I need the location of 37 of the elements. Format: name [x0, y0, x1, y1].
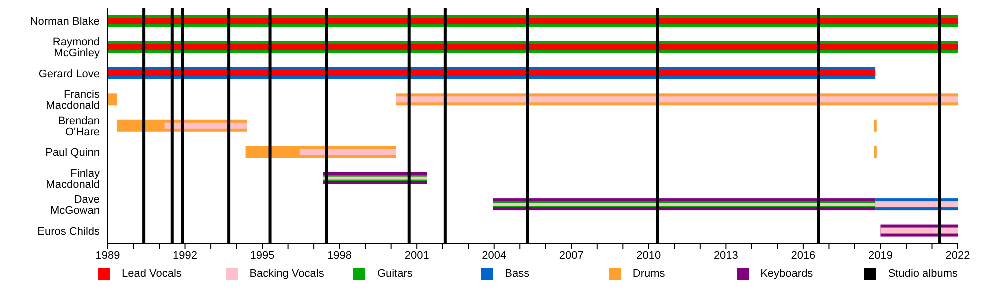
x-tick-label: 1992 [173, 250, 198, 262]
x-tick-label: 2016 [791, 250, 816, 262]
x-tick-label: 1995 [250, 250, 275, 262]
y-tick-label: Raymond McGinley [52, 36, 100, 60]
x-tick-label: 2013 [714, 250, 738, 262]
x-tick-label: 2010 [636, 250, 662, 262]
bar [874, 120, 877, 132]
x-tick-label: 1998 [328, 250, 352, 262]
y-tick-label: Paul Quinn [46, 147, 100, 160]
bar [396, 96, 958, 103]
y-tick-label: Brendan O'Hare [58, 115, 100, 138]
legend-label: Keyboards [760, 268, 814, 280]
x-tick-label: 1989 [96, 250, 120, 262]
y-tick-label: Francis Macdonald [46, 89, 100, 112]
bar [880, 228, 958, 234]
legend-label: Lead Vocals [122, 268, 182, 280]
x-tick-label: 2022 [946, 250, 970, 262]
x-tick-label: 2001 [404, 250, 430, 262]
bar [874, 146, 877, 158]
y-tick-label: Gerard Love [38, 68, 100, 80]
legend-label: Guitars [377, 268, 413, 280]
y-tick-label: Norman Blake [30, 16, 100, 28]
x-tick-label: 2007 [559, 250, 584, 262]
bar [108, 70, 876, 76]
y-tick-label: Dave McGowan [50, 194, 100, 218]
x-tick-label: 2004 [482, 250, 507, 262]
y-tick-label: Finlay Macdonald [46, 168, 100, 191]
bar [108, 94, 118, 106]
y-tick-label: Euros Childs [38, 226, 100, 238]
bar [108, 18, 958, 24]
x-tick-label: 2019 [868, 250, 893, 262]
legend-label: Drums [632, 268, 666, 280]
legend-label: Backing Vocals [250, 268, 324, 280]
bar [300, 149, 396, 156]
legend-label: Bass [505, 268, 530, 280]
text: Studio albums [888, 268, 958, 280]
bar [108, 44, 958, 50]
